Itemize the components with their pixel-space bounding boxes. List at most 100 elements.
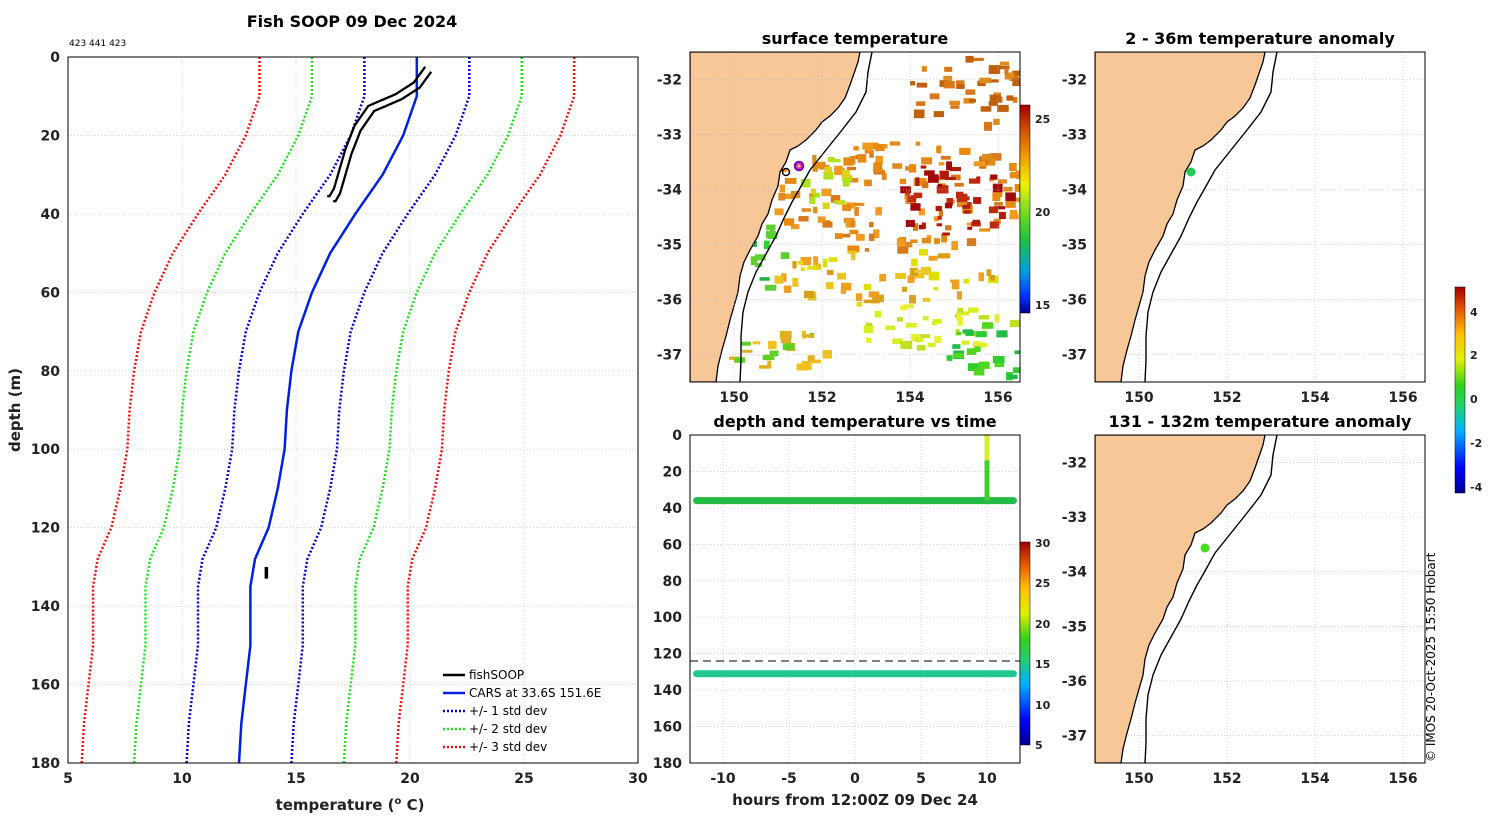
legend-label-std1: +/- 1 std dev [469,704,547,718]
sst-pixel [813,256,819,265]
sst-pixel [822,221,833,228]
profile-xtick-label: 30 [628,771,648,787]
sst-pixel [997,179,1007,184]
sst-pixel [783,285,792,293]
sst-pixel [804,290,815,298]
sst-pixel [827,157,835,163]
sst-pixel [740,341,751,346]
time-panel: depth and temperature vs time -10 -5 0 5 100… [653,412,1051,809]
sst-pixel [927,174,939,183]
sst-pixel [996,330,1008,338]
sst-pixel [900,341,913,349]
profile-ylabel: depth (m) [6,368,24,452]
sst-pixel [921,66,927,72]
sst-pixel [1020,81,1030,87]
anom-colorbar [1454,286,1466,494]
sst-pixel [962,205,971,209]
sst-pixel [973,197,982,204]
sst-pixel [800,257,812,266]
profile-std2-upper-line [342,57,523,764]
anom-top-ytick-label: -36 [1062,293,1087,309]
sst-pixel [1005,192,1016,202]
sst-pixel [933,216,939,222]
sst-pixel [1009,172,1020,179]
profile-cars-line [237,57,419,764]
sst-ytick-label: -35 [657,238,682,254]
sst-pixel [849,220,856,228]
time-plot-area [690,435,1020,763]
sst-pixel [988,65,1001,74]
profile-panel: Fish SOOP 09 Dec 2024 423 441 423 5 10 15 2… [6,12,648,814]
sst-pixel [780,252,790,259]
sst-pixel [834,167,845,176]
sst-pixel [989,153,1002,161]
sst-pixel [944,176,956,180]
sst-pixel [968,178,981,184]
sst-pixel [951,241,959,251]
sst-pixel [924,170,935,176]
time-xtick-label: 0 [850,771,860,787]
sst-pixel [988,101,998,106]
sst-pixel [942,232,950,236]
sst-pixel [933,111,945,118]
sst-pixel [783,218,795,226]
sst-pixel [994,202,1003,206]
profile-title: Fish SOOP 09 Dec 2024 [247,12,457,31]
sst-pixel [856,234,865,241]
anom-top-xtick-label: 156 [1388,390,1417,406]
time-ytick-label: 100 [653,610,682,626]
sst-pixel [868,291,880,298]
sst-pixel [779,184,785,193]
sst-pixel [992,183,1003,193]
sst-pixel [941,234,947,243]
sst-pixel [976,342,988,348]
sst-pixel [943,81,955,89]
sst-origin-marker [781,167,791,177]
sst-pixel [812,155,817,164]
sst-pixel [922,237,931,244]
sst-pixel [792,261,797,269]
sst-pixel [1039,199,1045,206]
sst-pixel [800,178,811,188]
sst-pixel [866,322,873,326]
anom-top-land [1095,52,1266,382]
sst-pixel [957,84,965,89]
sst-pixel [899,178,907,185]
sst-pixel [807,266,817,270]
sst-pixel [1000,61,1009,66]
sst-pixel [981,322,994,329]
anom-top-ytick-label: -35 [1062,238,1087,254]
sst-pixel [988,206,999,214]
sst-pixel [875,144,885,152]
anom-cbar-tick-4: 4 [1470,306,1478,319]
sst-pixel [842,204,852,211]
sst-pixel [781,273,787,282]
anom-bottom-land [1095,435,1266,763]
profile-xlabel: temperature (o C) [276,796,425,814]
sst-pixel [853,202,865,206]
sst-pixel [996,191,1003,198]
sst-pixel [978,315,990,320]
sst-pixel [966,238,977,247]
sst-pixel [864,179,872,187]
sst-pixel [962,329,973,334]
anom-bottom-title: 131 - 132m temperature anomaly [1109,412,1412,431]
profile-std3-lower-line [80,57,261,764]
anom-top-xtick-label: 150 [1124,390,1153,406]
sst-pixel [915,141,921,146]
profile-legend: fishSOOP CARS at 33.6S 151.6E +/- 1 std … [443,668,601,754]
sst-pixel [909,267,918,276]
sst-pixel [826,269,834,276]
profile-std1-upper-line [290,57,471,764]
sst-grid [690,52,1020,382]
sst-pixel [1009,213,1019,220]
anom-bottom-ytick-label: -36 [1062,674,1087,690]
sst-pixel [817,216,826,223]
sst-pixel [869,150,874,158]
profile-ticks: 5 10 15 20 25 30 0 20 40 60 80 100 120 140 160 180 [31,50,648,787]
sst-pixel [850,156,856,165]
sst-pixel [867,147,872,152]
sst-pixel [783,193,796,199]
sst-xtick-label: 154 [895,390,924,406]
